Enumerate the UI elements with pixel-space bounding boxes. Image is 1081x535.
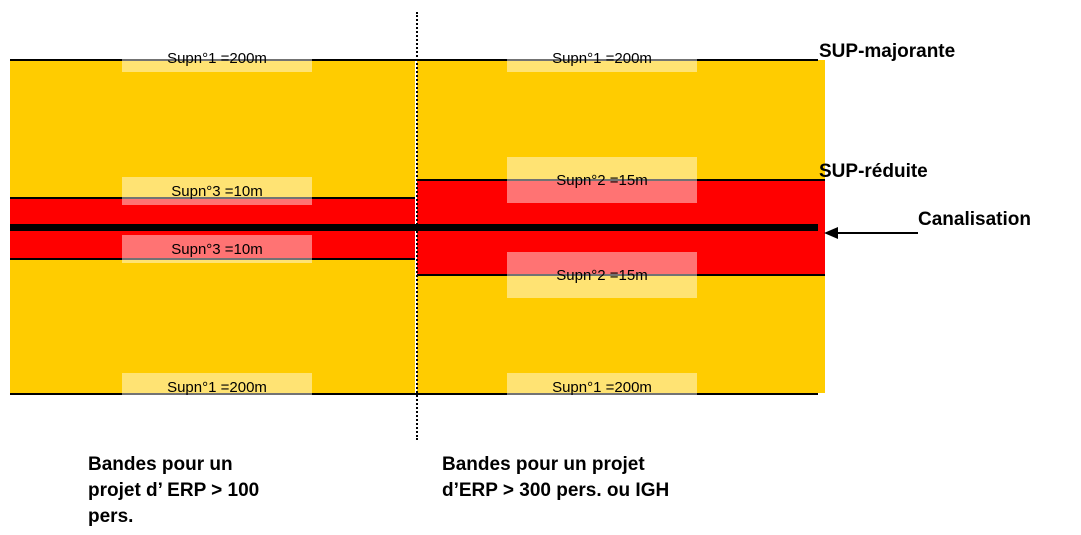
- sup-reduite-label: SUP-réduite: [819, 161, 928, 182]
- caption-right: Bandes pour un projet d’ERP > 300 pers. …: [442, 452, 669, 504]
- label-left-sup1-bottom: Supn°1 =200m: [122, 373, 312, 401]
- sup-majorante-label: SUP-majorante: [819, 41, 956, 62]
- left-inner-top-line: [10, 197, 415, 199]
- label-right-sup2-bottom: Supn°2 =15m: [507, 252, 697, 298]
- left-inner-bottom-line: [10, 258, 415, 260]
- caption-left: Bandes pour un projet d’ ERP > 100 pers.: [88, 452, 259, 530]
- arrow-head-icon: [824, 227, 838, 239]
- bottom-boundary-line: [10, 393, 818, 395]
- caption-right-line2: d’ERP > 300 pers. ou IGH: [442, 480, 670, 501]
- canalisation-arrow-line: [834, 232, 918, 234]
- label-right-sup1-top: Supn°1 =200m: [507, 44, 697, 72]
- top-boundary-line: [10, 59, 818, 61]
- pipeline-line: [10, 224, 818, 231]
- canalisation-label: Canalisation: [918, 209, 1031, 230]
- right-inner-top-line: [417, 179, 825, 181]
- caption-left-line1: Bandes pour un: [88, 454, 233, 475]
- label-left-sup3-top: Supn°3 =10m: [122, 177, 312, 205]
- caption-left-line2: projet d’ ERP > 100: [88, 480, 260, 501]
- label-left-sup1-top: Supn°1 =200m: [122, 44, 312, 72]
- caption-left-line3: pers.: [88, 506, 134, 527]
- caption-right-line1: Bandes pour un projet: [442, 454, 645, 475]
- label-left-sup3-bottom: Supn°3 =10m: [122, 235, 312, 263]
- separator-dotted-line: [416, 12, 418, 440]
- label-right-sup1-bottom: Supn°1 =200m: [507, 373, 697, 401]
- label-right-sup2-top: Supn°2 =15m: [507, 157, 697, 203]
- right-inner-bottom-line: [417, 274, 825, 276]
